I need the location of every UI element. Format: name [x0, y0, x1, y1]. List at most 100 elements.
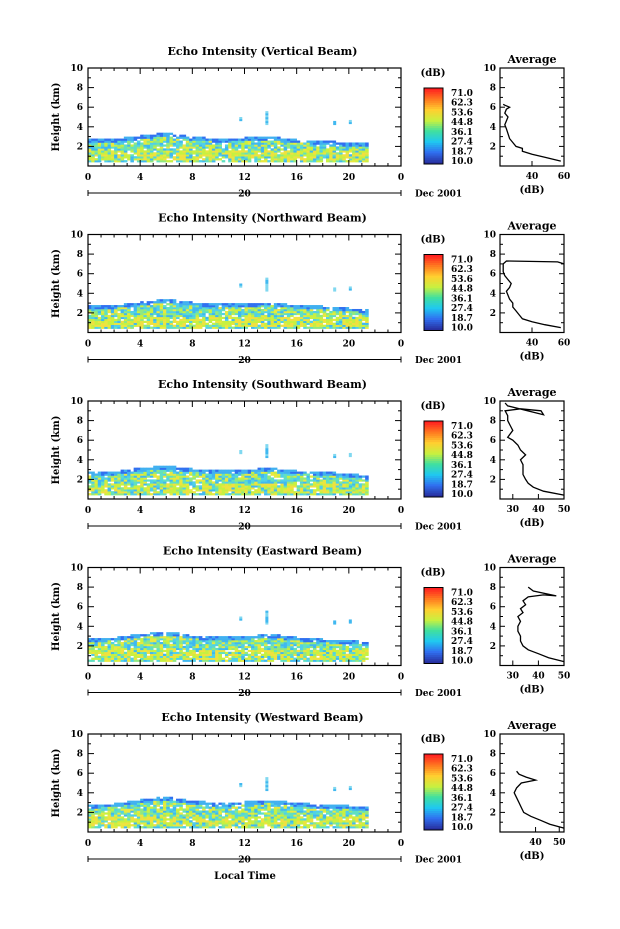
echo-cell — [166, 303, 170, 306]
echo-cell — [202, 320, 206, 323]
echo-cell — [91, 138, 95, 141]
echo-cell — [198, 324, 203, 327]
echo-cell — [169, 316, 174, 320]
echo-cell — [293, 475, 297, 478]
profile-y-tick-label: 6 — [490, 603, 496, 613]
colorbar-tick-label: 71.0 — [451, 256, 473, 266]
echo-cell — [303, 154, 307, 157]
echo-cell — [192, 308, 196, 312]
echo-cell — [114, 308, 118, 312]
echo-cell — [326, 475, 330, 478]
echo-cell — [208, 305, 213, 308]
echo-cell — [117, 142, 121, 145]
echo-cell — [146, 156, 151, 159]
echo-cell — [286, 146, 291, 149]
profile-y-tick-label: 2 — [490, 142, 496, 152]
echo-cell — [107, 818, 112, 821]
colorbar-frame — [423, 587, 444, 664]
echo-cell — [169, 156, 174, 159]
echo-cell — [342, 150, 346, 153]
echo-cell — [247, 322, 252, 325]
colorbar-segment — [424, 260, 443, 264]
echo-cell — [352, 647, 356, 651]
echo-cell — [270, 314, 275, 318]
echo-cell — [192, 307, 196, 310]
echo-cell — [189, 643, 193, 647]
echo-cell — [110, 477, 115, 480]
echo-cell — [91, 804, 95, 807]
echo-cell — [162, 481, 167, 484]
echo-cell — [303, 481, 307, 484]
echo-cell — [176, 653, 180, 656]
echo-cell — [123, 320, 128, 323]
echo-cell — [273, 657, 278, 660]
echo-cell — [176, 303, 180, 306]
colorbar-segment — [424, 627, 443, 631]
echo-cell — [286, 487, 291, 490]
echo-cell — [127, 810, 131, 813]
echo-cell — [293, 324, 297, 327]
echo-cell — [94, 653, 99, 656]
echo-cell — [130, 638, 134, 641]
echo-cell — [299, 314, 304, 318]
echo-cell — [97, 816, 102, 819]
echo-cell — [130, 324, 134, 327]
echo-cell — [114, 806, 118, 809]
echo-cell — [277, 489, 281, 492]
echo-cell — [286, 152, 291, 155]
echo-cell — [136, 142, 141, 145]
echo-cell — [169, 312, 174, 316]
echo-cell — [244, 638, 249, 641]
echo-cell — [159, 324, 164, 327]
echo-cell — [273, 316, 278, 320]
echo-cell — [153, 138, 157, 141]
echo-cell — [208, 485, 213, 488]
echo-cell — [140, 657, 144, 660]
colorbar-segment — [424, 625, 443, 629]
echo-cell — [127, 308, 131, 312]
echo-cell — [283, 485, 288, 488]
echo-cell — [270, 322, 275, 325]
echo-cell — [358, 651, 363, 655]
echo-cell — [127, 814, 131, 817]
echo-cell — [185, 144, 190, 147]
echo-cell — [326, 487, 330, 490]
echo-cell — [264, 138, 268, 141]
echo-cell — [270, 489, 275, 492]
echo-cell — [260, 649, 265, 653]
echo-cell — [94, 475, 99, 478]
echo-cell — [208, 657, 213, 660]
echo-cell — [166, 477, 170, 480]
echo-cell — [267, 653, 271, 656]
colorbar-segment — [424, 469, 443, 473]
echo-cell — [299, 305, 304, 308]
echo-cell — [104, 820, 108, 823]
echo-cell — [215, 636, 219, 639]
echo-cell — [293, 659, 297, 662]
echo-cell — [254, 479, 258, 482]
echo-cell — [162, 638, 167, 641]
echo-cell — [104, 310, 108, 314]
echo-cell — [140, 483, 144, 486]
echo-cell — [110, 651, 115, 655]
echo-cell — [202, 142, 206, 145]
echo-cell — [283, 322, 288, 325]
echo-cell — [257, 651, 262, 655]
echo-cell — [286, 473, 291, 476]
echo-cell — [260, 146, 265, 149]
echo-cell — [283, 303, 288, 306]
echo-cell — [329, 487, 333, 490]
echo-cell — [322, 156, 327, 159]
echo-cell — [172, 638, 177, 641]
echo-cell — [140, 640, 144, 643]
echo-cell — [149, 651, 154, 655]
echo-cell — [110, 487, 115, 490]
echo-cell — [342, 473, 346, 476]
echo-cell — [326, 326, 330, 329]
echo-cell — [169, 150, 174, 153]
echo-cell — [342, 158, 346, 161]
echo-cell — [117, 643, 121, 647]
echo-cell — [348, 312, 353, 316]
echo-cell — [104, 305, 108, 308]
echo-cell — [123, 326, 128, 329]
